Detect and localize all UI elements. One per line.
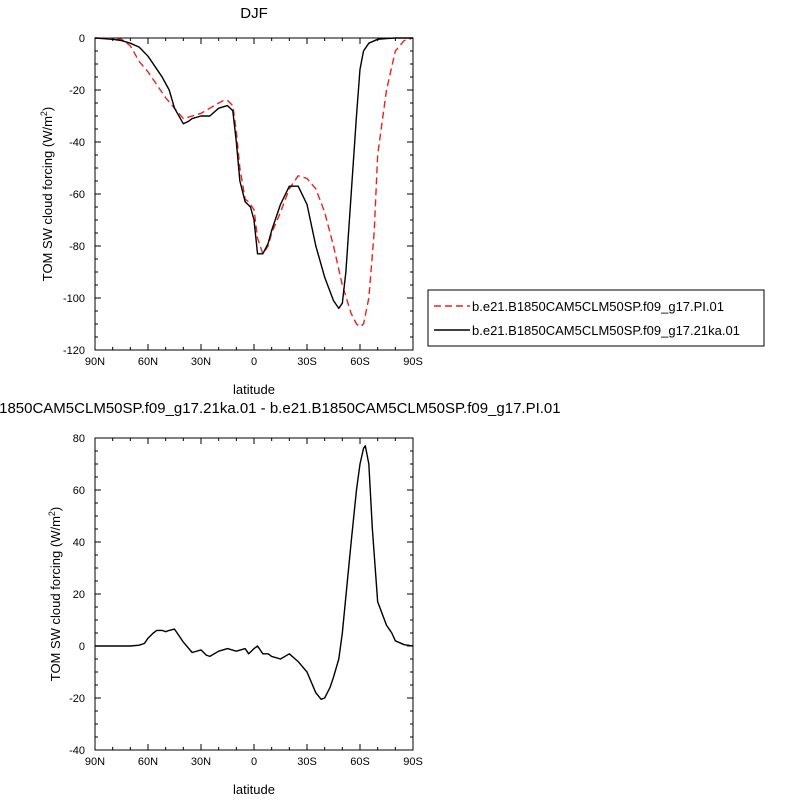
y-tick-label: -20 <box>69 85 85 97</box>
bottom-x-axis: 90N 60N 30N 0 30S 60S 90S <box>85 438 423 768</box>
legend-label: b.e21.B1850CAM5CLM50SP.f09_g17.21ka.01 <box>472 323 740 338</box>
y-tick-label: 80 <box>73 433 85 445</box>
x-tick-label: 90N <box>85 356 105 368</box>
top-y-axis: 0 -20 -40 -60 -80 -100 -120 <box>63 33 413 357</box>
plot-frame <box>94 37 414 351</box>
top-x-axis-title: latitude <box>233 382 275 397</box>
x-tick-label: 30N <box>191 356 211 368</box>
legend-box <box>427 289 765 347</box>
x-tick-label: 60N <box>138 356 158 368</box>
legend: b.e21.B1850CAM5CLM50SP.f09_g17.PI.01 b.e2… <box>427 289 765 347</box>
bottom-x-axis-title: latitude <box>233 782 275 797</box>
y-tick-label: -20 <box>69 693 85 705</box>
x-tick-label: 30N <box>191 756 211 768</box>
x-tick-label: 60N <box>138 756 158 768</box>
top-plot-area <box>94 37 414 351</box>
x-tick-label: 90N <box>85 756 105 768</box>
x-tick-label: 0 <box>251 356 257 368</box>
y-tick-label: 40 <box>73 537 85 549</box>
bottom-y-axis: 80 60 40 20 0 -20 -40 <box>69 433 413 757</box>
y-tick-label: 60 <box>73 485 85 497</box>
series-line-0 <box>94 37 414 328</box>
y-tick-label: -120 <box>63 345 85 357</box>
y-tick-label: -100 <box>63 293 85 305</box>
y-tick-label: -80 <box>69 241 85 253</box>
x-tick-label: 0 <box>251 756 257 768</box>
x-tick-label: 90S <box>403 356 423 368</box>
series-line-0 <box>95 445 414 700</box>
x-tick-label: 60S <box>350 356 370 368</box>
y-tick-label: 0 <box>79 33 85 45</box>
bottom-chart: b.e21.B1850CAM5CLM50SP.f09_g17.21ka.01 -… <box>0 400 561 797</box>
bottom-chart-title: b.e21.B1850CAM5CLM50SP.f09_g17.21ka.01 -… <box>0 400 561 417</box>
bottom-plot-area <box>94 437 414 751</box>
x-tick-label: 30S <box>297 356 317 368</box>
x-tick-label: 60S <box>350 756 370 768</box>
y-tick-label: 20 <box>73 589 85 601</box>
series-line-1 <box>94 37 413 310</box>
top-x-axis: 90N 60N 30N 0 30S 60S 90S <box>85 38 423 368</box>
y-tick-label: -40 <box>69 745 85 757</box>
plot-frame <box>94 437 414 751</box>
top-chart: DJF 90N 60N 30N 0 30S 60S 90S 0 -20 -40 -60 -80 -10… <box>39 5 765 397</box>
y-tick-label: 0 <box>79 641 85 653</box>
top-y-axis-title: TOM SW cloud forcing (W/m2) <box>39 107 55 282</box>
x-tick-label: 90S <box>403 756 423 768</box>
y-tick-label: -60 <box>69 189 85 201</box>
top-chart-title: DJF <box>240 5 268 22</box>
bottom-y-axis-title: TOM SW cloud forcing (W/m2) <box>47 507 63 682</box>
x-tick-label: 30S <box>297 756 317 768</box>
legend-label: b.e21.B1850CAM5CLM50SP.f09_g17.PI.01 <box>472 299 724 314</box>
y-tick-label: -40 <box>69 137 85 149</box>
